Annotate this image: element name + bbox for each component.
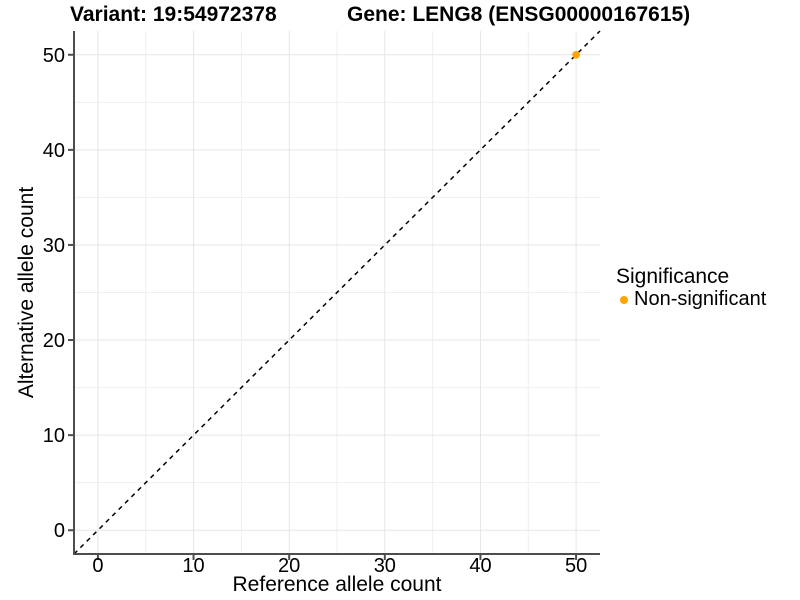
x-tick-label: 0 bbox=[92, 555, 103, 577]
x-tick-label: 40 bbox=[469, 555, 491, 577]
y-tick-label: 30 bbox=[43, 235, 65, 257]
y-tick-label: 10 bbox=[43, 425, 65, 447]
legend-entry-label: Non-significant bbox=[634, 288, 767, 310]
legend-entry: Non-significant bbox=[616, 288, 767, 310]
legend: Significance Non-significant bbox=[616, 265, 766, 310]
legend-point-icon bbox=[620, 295, 628, 304]
plot-title-variant: Variant: 19:54972378 bbox=[70, 3, 277, 26]
y-tick-label: 40 bbox=[43, 140, 65, 162]
x-axis-title: Reference allele count bbox=[233, 573, 442, 596]
x-tick-label: 10 bbox=[182, 555, 204, 577]
y-tick-label: 20 bbox=[43, 330, 65, 352]
data-point bbox=[572, 50, 580, 59]
plot-title-gene: Gene: LENG8 (ENSG00000167615) bbox=[347, 3, 691, 26]
legend-title: Significance bbox=[616, 265, 730, 288]
y-axis-title: Alternative allele count bbox=[15, 187, 38, 398]
y-tick-label: 0 bbox=[54, 520, 65, 542]
x-tick-label: 30 bbox=[374, 555, 396, 577]
identity-line bbox=[73, 30, 601, 555]
x-tick-label: 50 bbox=[565, 555, 587, 577]
x-tick-label: 20 bbox=[278, 555, 300, 577]
y-tick-label: 50 bbox=[43, 45, 65, 67]
